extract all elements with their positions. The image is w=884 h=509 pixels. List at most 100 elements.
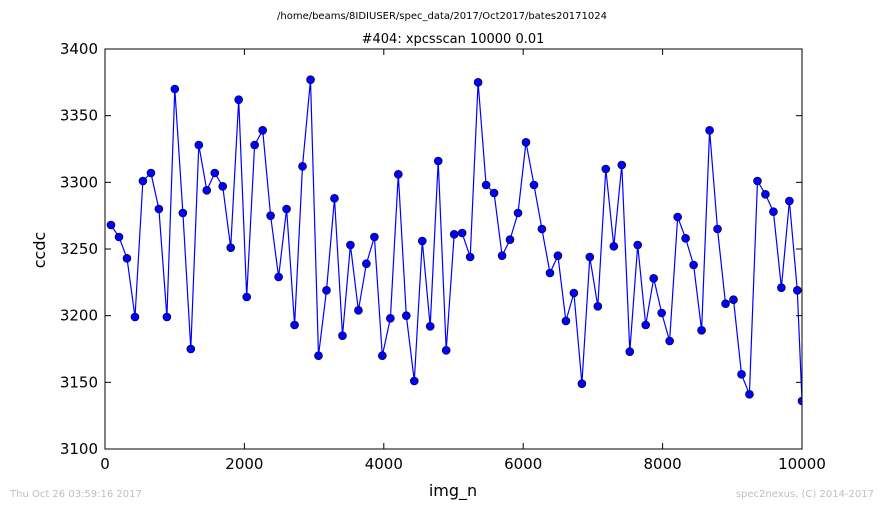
data-point (338, 331, 347, 340)
x-tick-label: 8000 (644, 455, 682, 473)
chart-title: #404: xpcsscan 10000 0.01 (362, 32, 545, 47)
y-tick-label: 3100 (60, 440, 98, 458)
x-axis-label: img_n (429, 481, 477, 501)
data-point (306, 75, 315, 84)
data-point (194, 140, 204, 150)
data-point (282, 204, 291, 214)
data-point (793, 286, 802, 295)
data-point (202, 186, 212, 195)
data-point (218, 182, 228, 191)
series-line (110, 79, 802, 402)
data-point (146, 168, 156, 178)
data-point (138, 176, 148, 186)
data-point (761, 190, 770, 199)
data-point (114, 232, 124, 242)
data-point (641, 320, 651, 330)
data-point (250, 140, 259, 150)
y-tick-label: 3350 (60, 107, 98, 125)
data-point (258, 126, 267, 135)
y-tick-label: 3250 (60, 240, 98, 258)
data-point (465, 252, 475, 262)
data-point (521, 138, 531, 147)
data-point (593, 302, 603, 311)
data-point (170, 84, 180, 94)
data-point (106, 220, 116, 230)
data-point (769, 207, 778, 216)
data-point (473, 78, 483, 87)
data-point (298, 162, 307, 171)
plot-area: 0 2000 4000 6000 8000 10000 3100 3150 3200 3250 33… (60, 40, 826, 473)
x-tick-label: 4000 (365, 455, 403, 473)
y-tick-label: 3150 (60, 373, 98, 391)
y-tick-label: 3300 (60, 173, 98, 191)
data-point (186, 344, 196, 354)
data-point (234, 95, 243, 104)
data-point (569, 288, 579, 298)
data-point (729, 295, 738, 304)
data-point (513, 208, 523, 218)
data-point (777, 283, 786, 292)
chart-suptitle: /home/beams/8IDIUSER/spec_data/2017/Oct2… (277, 11, 607, 22)
data-point (130, 312, 140, 322)
data-point (441, 346, 451, 355)
y-tick-label: 3200 (60, 307, 98, 325)
data-series (106, 75, 802, 406)
data-point (657, 308, 666, 318)
data-point (489, 188, 499, 198)
data-point (737, 370, 746, 379)
data-point (449, 230, 459, 239)
data-point (697, 326, 706, 335)
data-point (154, 204, 164, 214)
data-point (457, 228, 467, 238)
data-point (561, 316, 571, 326)
data-point (497, 251, 507, 260)
x-tick-label: 0 (100, 455, 110, 473)
data-point (370, 232, 379, 242)
footer-credit: spec2nexus, (C) 2014-2017 (735, 489, 874, 500)
data-point (797, 396, 802, 406)
data-point (633, 240, 643, 250)
data-point (393, 170, 403, 179)
data-point (665, 336, 674, 346)
data-point (553, 251, 563, 260)
data-point (689, 260, 698, 270)
data-point (785, 196, 794, 206)
data-point (601, 164, 611, 174)
footer-timestamp: Thu Oct 26 03:59:16 2017 (10, 489, 142, 500)
data-point (378, 351, 387, 360)
data-point (242, 292, 252, 302)
data-point (585, 252, 595, 262)
data-point (505, 235, 515, 244)
data-point (417, 236, 427, 246)
data-point (274, 272, 283, 282)
data-point (721, 299, 730, 308)
data-point (346, 240, 355, 250)
data-point (409, 376, 419, 386)
data-point (362, 259, 371, 268)
data-point (705, 126, 714, 135)
data-point (537, 224, 547, 234)
data-point (266, 211, 275, 220)
data-point (210, 168, 220, 178)
data-point (162, 312, 172, 322)
data-point (386, 314, 395, 323)
data-point (290, 320, 299, 330)
data-point (433, 156, 443, 166)
data-point (330, 194, 339, 203)
data-point (577, 379, 587, 388)
data-point (402, 311, 411, 320)
data-point (322, 286, 331, 295)
data-point (625, 347, 635, 356)
data-point (673, 212, 682, 222)
y-tick-label: 3400 (60, 40, 98, 58)
data-point (681, 234, 690, 243)
data-point (713, 224, 722, 234)
data-point (617, 160, 627, 170)
data-point (545, 268, 555, 278)
data-point (609, 242, 619, 251)
data-point (354, 306, 363, 315)
data-point (178, 208, 188, 218)
x-tick-label: 2000 (225, 455, 263, 473)
data-point (122, 254, 132, 263)
